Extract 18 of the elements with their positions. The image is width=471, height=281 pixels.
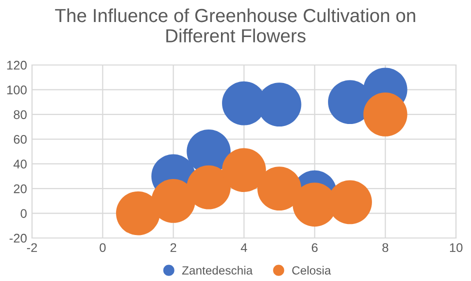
x-tick-label: 2 [170,243,176,252]
x-tick-label: -2 [27,243,37,252]
x-tick-label: 10 [450,243,462,252]
y-tick-label: 120 [7,60,27,70]
x-tick-label: 4 [240,243,248,252]
chart-title: The Influence of Greenhouse Cultivation on Different Flowers [55,8,416,42]
y-tick-label: 20 [14,184,27,194]
y-tick-label: -20 [10,234,27,243]
y-tick-label: 40 [14,160,27,169]
legend-label: Zantedeschia [182,266,253,275]
y-tick-label: 0 [20,209,27,218]
y-tick-label: 80 [14,110,27,120]
y-tick-label: 60 [14,134,27,144]
x-tick-label: 6 [312,243,318,252]
legend-label: Celosia [292,266,331,275]
x-tick-label: 8 [382,243,388,252]
y-tick-label: 100 [7,86,27,94]
x-tick-label: 0 [100,243,106,252]
